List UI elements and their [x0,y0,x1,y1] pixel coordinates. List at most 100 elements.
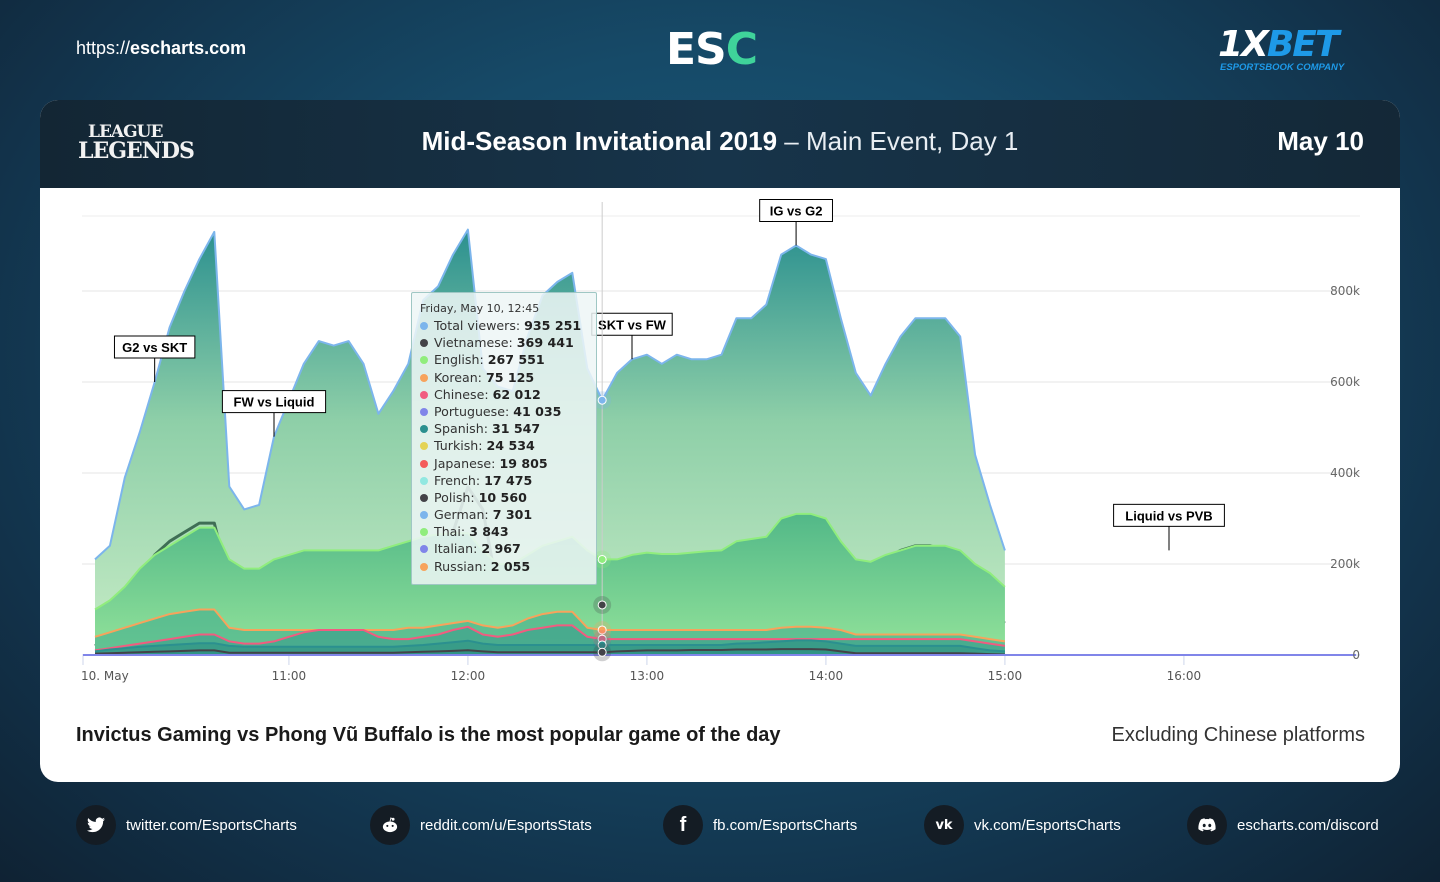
tooltip-row: Total viewers: 935 251 [420,317,596,334]
series-dot-icon [420,511,428,520]
x-tick-label: 11:00 [272,669,307,683]
tooltip-row: Korean: 75 125 [420,369,596,386]
tooltip-value: 2 055 [490,558,531,574]
annotation-label: Liquid vs PVB [1125,508,1212,523]
tooltip-value: 3 843 [469,524,509,540]
match-annotation: G2 vs SKT [113,335,196,382]
tooltip-value: 19 805 [499,455,548,471]
series-dot-icon [420,476,428,485]
series-dot-icon [420,373,428,382]
tooltip-label: Russian: [434,558,491,574]
tooltip-label: Total viewers: [434,318,525,333]
tooltip-label: English: [434,352,488,368]
tooltip-row: German: 7 301 [420,506,596,523]
y-tick-label: 200k [1330,557,1360,571]
series-dot-icon [420,407,428,416]
tooltip-row: Portuguese: 41 035 [420,403,596,420]
x-tick-label: 12:00 [451,669,486,683]
social-facebook[interactable]: f fb.com/EsportsCharts [663,805,857,845]
social-discord[interactable]: escharts.com/discord [1187,805,1379,845]
tooltip-value: 31 547 [491,421,541,437]
tooltip-label: Thai: [434,524,470,540]
annotation-box [1113,503,1225,527]
tooltip-value: 2 967 [481,541,521,557]
series-line-chinese [94,624,1006,652]
social-twitter[interactable]: twitter.com/EsportsCharts [76,805,297,845]
tooltip-value: 267 551 [487,352,545,368]
tooltip-label: Japanese: [434,455,500,471]
game-logo-line1: LEAGUE [88,122,163,142]
chart-card: LEAGUE LEGENDS Mid-Season Invitational 2… [40,100,1400,782]
social-discord-text: escharts.com/discord [1237,816,1379,834]
social-reddit[interactable]: reddit.com/u/EsportsStats [370,805,592,845]
site-url-domain: escharts.com [130,38,247,58]
tooltip-value: 41 035 [513,403,562,419]
tooltip-row: Spanish: 31 547 [420,420,596,437]
match-annotation: SKT vs FW [591,312,673,360]
event-date: May 10 [1277,126,1364,156]
sponsor-logo-a: 1X [1218,24,1269,65]
sponsor-tagline: ESPORTSBOOK COMPANY [1220,62,1345,73]
series-dot-icon [420,390,428,399]
chart-annotations: G2 vs SKT FW vs Liquid SKT vs FW IG vs G2 Li… [113,199,1225,551]
site-url[interactable]: https://escharts.com [76,38,246,59]
tooltip-label: German: [434,507,493,523]
viewership-chart[interactable]: G2 vs SKT FW vs Liquid SKT vs FW IG vs G2 Li… [40,188,1400,698]
title-bold: Mid-Season Invitational 2019 [421,126,778,156]
highlight-point [597,395,607,405]
match-annotation: FW vs Liquid [221,390,327,437]
social-vk[interactable]: vk vk.com/EsportsCharts [924,805,1121,845]
series-dot-icon [420,493,428,502]
x-tick-label: 10. May [81,669,129,683]
y-tick-label: 0 [1352,648,1360,662]
social-reddit-text: reddit.com/u/EsportsStats [420,816,592,834]
most-popular-note: Invictus Gaming vs Phong Vũ Buffalo is t… [76,724,781,746]
tooltip-row: Polish: 10 560 [420,489,596,506]
match-annotation: IG vs G2 [759,199,833,246]
esc-logo: ESC [666,24,758,75]
tooltip-label: Turkish: [434,438,487,454]
tooltip-label: Italian: [434,541,482,557]
exclusion-note: Excluding Chinese platforms [1111,724,1365,746]
tooltip-value: 62 012 [492,386,541,402]
x-tick-label: 13:00 [630,669,665,683]
chart-highlight-markers [593,202,612,662]
tooltip-row: Chinese: 62 012 [420,386,596,403]
tooltip-value: 75 125 [485,369,535,385]
reddit-icon [370,805,410,845]
highlight-point [597,600,607,610]
tooltip-label: Portuguese: [434,403,514,419]
series-dot-icon [420,425,428,434]
series-dot-icon [420,356,428,365]
series-line-total-viewers [94,228,1006,561]
highlight-point [597,625,607,635]
y-tick-label: 800k [1330,284,1360,298]
chart-axes: 0 200k 400k 600k 800k 10. May 11:00 12:00 13:00 1… [81,284,1360,683]
sponsor-logo: 1XBET ESPORTSBOOK COMPANY [1218,24,1368,74]
tooltip-row: Russian: 2 055 [420,558,596,575]
tooltip-row: Thai: 3 843 [420,523,596,540]
tooltip-label: Vietnamese: [434,335,517,351]
esc-logo-accent: C [725,24,758,75]
facebook-icon: f [663,805,703,845]
series-dot-icon [420,322,428,330]
series-line-korean [94,608,1006,643]
tooltip-row: English: 267 551 [420,351,596,368]
page-title: Mid-Season Invitational 2019 – Main Even… [40,126,1400,157]
social-facebook-text: fb.com/EsportsCharts [713,816,858,834]
social-twitter-text: twitter.com/EsportsCharts [126,816,297,834]
tooltip-value: 10 560 [478,489,527,505]
tooltip-header: Friday, May 10, 12:45 [420,302,540,315]
tooltip-value: 935 251 [524,318,582,333]
annotation-box [759,199,833,222]
match-annotation: Liquid vs PVB [1113,503,1225,551]
tooltip-label: Spanish: [434,421,492,437]
game-logo-line2: LEGENDS [78,138,195,164]
highlight-point [597,647,607,657]
x-tick-label: 16:00 [1167,669,1202,683]
tooltip-label: Polish: [434,489,479,505]
card-header: LEAGUE LEGENDS Mid-Season Invitational 2… [40,100,1400,188]
y-tick-label: 400k [1330,466,1360,480]
tooltip-row: Italian: 2 967 [420,540,596,557]
site-url-prefix: https:// [76,38,131,58]
